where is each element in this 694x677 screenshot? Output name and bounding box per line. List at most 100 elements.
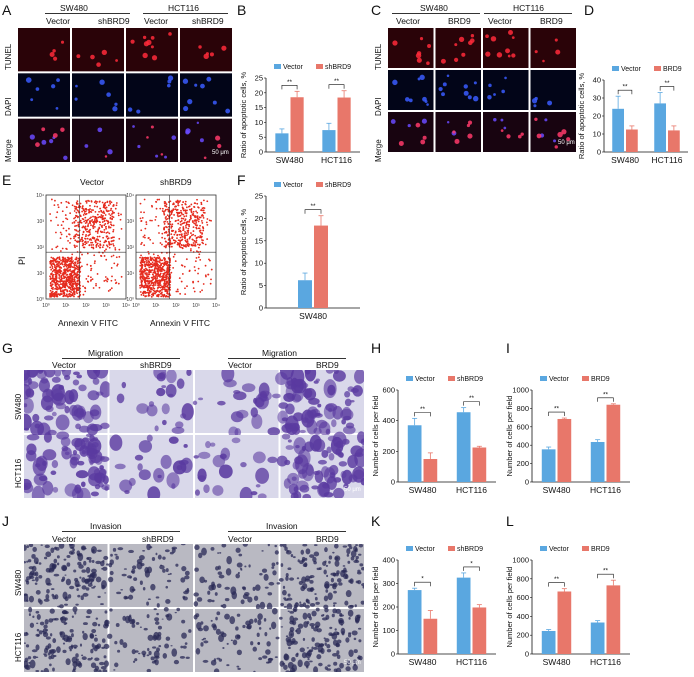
chart-L-legend-swatch [540,546,547,551]
chart-H-sig-bracket [463,401,480,406]
chart-H-category: SW480 [409,485,437,495]
chart-L-y-tick: 1000 [512,556,529,565]
chart-L-bar [557,591,572,654]
chart-L-legend-label: Vector [549,546,570,553]
chart-K-category: SW480 [409,657,437,667]
chart-h: Number of cells per field 0 200 400 600 Vecto… [372,376,496,495]
chart-D-category: HCT116 [651,155,682,165]
chart-I-bar [541,449,556,482]
chart-I-y-tick: 400 [516,441,529,450]
chart-D-y-tick: 40 [593,76,601,85]
panel-a-col-1: Vector [46,16,71,26]
chart-B-y-tick: 10 [255,118,263,127]
panel-g-scale-bar: 50 μm [344,487,361,493]
chart-K-sig-label: * [421,576,424,583]
chart-I-legend-swatch [540,376,547,381]
chart-F-y-tick: 20 [255,214,263,223]
panel-c-row-dapi: DAPI [374,97,383,116]
chart-K-category: HCT116 [456,657,487,667]
chart-H-y-tick: 400 [382,416,395,425]
chart-I-bar [557,418,572,482]
panel-c-row-tunel: TUNEL [374,43,383,70]
panel-label-e: E [2,172,12,188]
panel-c-group-sw480: SW480 [420,3,448,13]
chart-D-legend-swatch [654,66,661,71]
chart-L-y-tick: 800 [516,574,529,583]
chart-D-bar [654,103,666,152]
chart-b: Ratio of apoptotic cells, % 0 5 10 15 20 25 Vec… [240,64,360,165]
panel-a-tile [180,118,232,162]
chart-D-legend-label: BRD9 [663,66,682,73]
panel-c-row-merge: Merge [374,139,383,162]
chart-H-sig-label: ** [420,406,426,413]
panel-g-row-sw480: SW480 [14,393,23,420]
chart-K-ylabel: Number of cells per field [372,567,380,648]
chart-D-y-tick: 20 [593,112,601,121]
chart-f: Ratio of apoptotic cells, % 0 5 10 15 20 25 Vec… [240,182,360,321]
chart-H-legend-label: shBRD9 [457,376,483,383]
panel-c-group-hct116: HCT116 [513,3,545,13]
chart-k: Number of cells per field 0 100 200 300 400 Ve… [372,546,496,667]
panel-a-col-3: Vector [144,16,169,26]
panel-g-tile [109,434,193,503]
panel-a-row-merge: Merge [4,139,13,162]
panel-label-a: A [2,2,12,18]
chart-K-sig-label: * [470,560,473,567]
chart-l: Number of cells per field 0 200 400 600 800 10… [506,546,630,667]
flow-x-tick: 10³ [102,303,110,309]
panel-a-tile [18,118,70,162]
chart-I-sig-label: ** [554,406,560,413]
panel-c-tile [483,28,529,68]
panel-c-col-2: BRD9 [448,16,471,26]
chart-F-legend-label: Vector [283,182,304,189]
panel-a-row-tunel: TUNEL [4,43,13,70]
panel-j-group-1: Invasion [90,521,122,531]
chart-F-sig-bracket [304,209,322,214]
panel-e-title-vector: Vector [80,177,105,187]
chart-I-sig-label: ** [603,391,609,398]
chart-B-sig-bracket [328,84,345,89]
chart-K-y-tick: 0 [391,650,395,659]
panel-a-tile [72,28,124,72]
flow-x-tick: 10⁰ [132,303,140,309]
panel-label-l: L [506,513,514,529]
chart-L-legend-swatch [582,546,589,551]
chart-F-sig-label: ** [310,203,316,210]
panel-c-tile [435,70,481,110]
flow-y-tick: 10¹ [127,271,135,277]
panel-c-col-3: Vector [488,16,513,26]
panel-label-b: B [237,2,247,18]
flow-x-tick: 10² [82,303,90,309]
chart-I-sig-bracket [597,397,614,402]
chart-D-y-tick: 30 [593,94,601,103]
chart-B-sig-label: ** [334,78,340,85]
chart-D-legend-swatch [612,66,619,71]
chart-K-y-tick: 300 [382,579,395,588]
flow-y-tick: 10² [127,245,135,251]
chart-i: Number of cells per field 0 200 400 600 800 10… [506,376,630,495]
flow-y-tick: 10³ [127,219,135,225]
panel-c-tile [530,28,576,68]
panel-g-tile [276,431,368,501]
flow-y-tick: 10³ [37,219,45,225]
panel-a-tile [180,73,232,117]
chart-F-bar [298,280,312,308]
panel-a-tile [18,28,70,72]
chart-I-y-tick: 0 [525,478,529,487]
panel-g-tile [17,362,112,439]
chart-D-bar [612,108,624,152]
chart-L-sig-bracket [597,573,614,579]
chart-H-bar [407,425,422,482]
panel-a-tile [72,118,124,162]
chart-D-sig-bracket [617,89,633,95]
chart-H-legend-swatch [406,376,413,381]
flow-x-tick: 10⁴ [122,303,130,309]
panel-g-tile [20,431,112,506]
panel-label-f: F [237,172,246,188]
chart-I-legend-swatch [582,376,589,381]
chart-F-y-tick: 15 [255,236,263,245]
chart-F-legend-label: shBRD9 [325,182,351,189]
panel-a-scale-bar: 50 μm [212,150,229,156]
chart-H-sig-bracket [414,412,431,417]
panel-c-col-1: Vector [396,16,421,26]
